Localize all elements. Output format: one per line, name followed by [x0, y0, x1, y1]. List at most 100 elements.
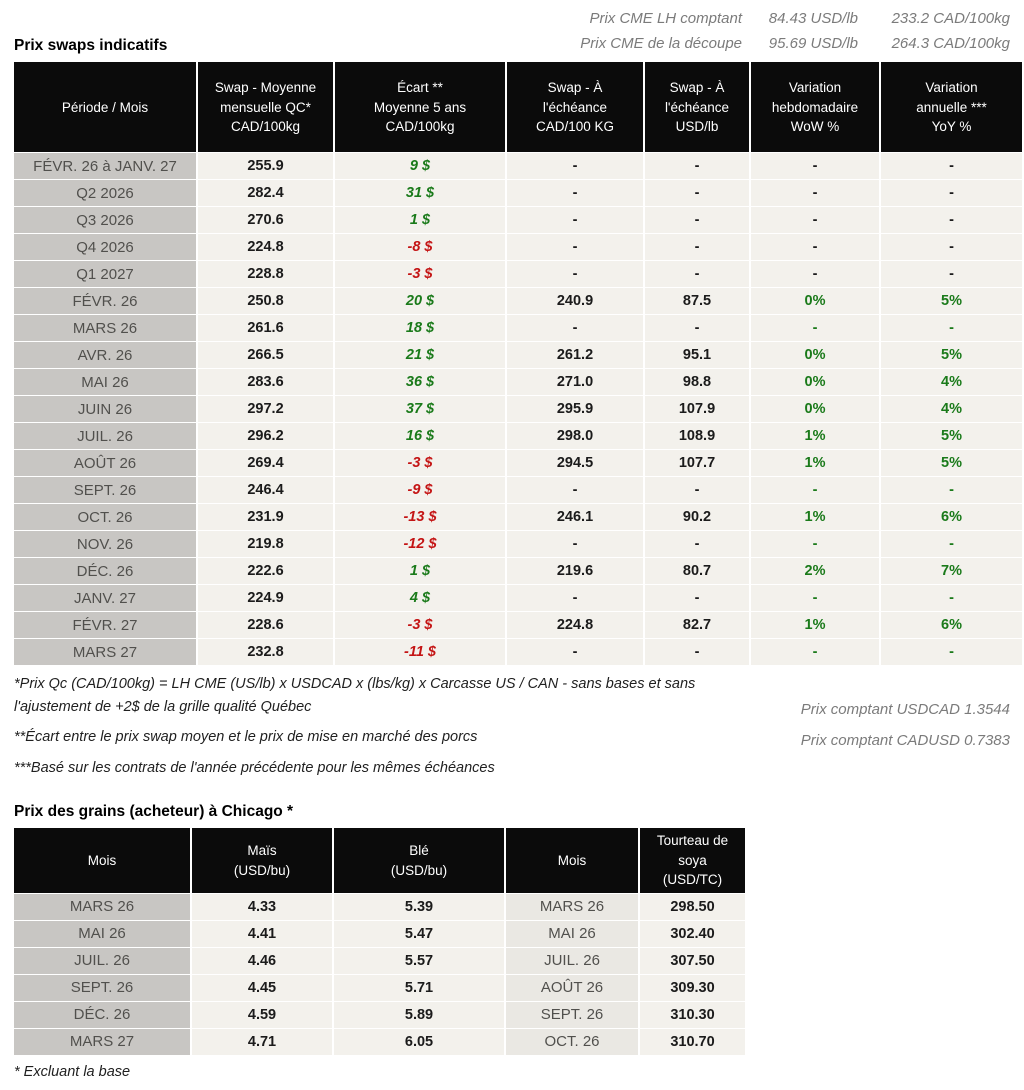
soymeal-price-cell: 310.70 — [640, 1028, 745, 1055]
maturity-usd-cell: - — [645, 639, 749, 666]
soymeal-price-cell: 307.50 — [640, 947, 745, 974]
maturity-cad-cell: 261.2 — [507, 342, 643, 369]
yoy-cell: 4% — [881, 369, 1022, 396]
period-cell: AVR. 26 — [14, 342, 196, 369]
maturity-usd-cell: 98.8 — [645, 369, 749, 396]
soymeal-price-cell: 310.30 — [640, 1001, 745, 1028]
monthly-avg-cell: 219.8 — [198, 531, 333, 558]
maturity-usd-cell: 82.7 — [645, 612, 749, 639]
wow-cell: 0% — [751, 369, 879, 396]
month-cell: SEPT. 26 — [506, 1001, 638, 1028]
monthly-avg-cell: 246.4 — [198, 477, 333, 504]
ecart-cell: 36 $ — [335, 369, 505, 396]
spot-usdcad: Prix comptant USDCAD 1.3544 — [800, 701, 1010, 719]
footnote-row-2: **Écart entre le prix swap moyen et le p… — [14, 726, 1010, 748]
spot-cadusd: Prix comptant CADUSD 0.7383 — [800, 731, 1010, 749]
monthly-avg-cell: 224.8 — [198, 234, 333, 261]
ecart-cell: -9 $ — [335, 477, 505, 504]
wow-cell: 1% — [751, 423, 879, 450]
yoy-cell: - — [881, 477, 1022, 504]
swaps-table: Période / Mois Swap - Moyenne mensuelle … — [14, 62, 1022, 666]
monthly-avg-cell: 282.4 — [198, 180, 333, 207]
ecart-cell: -12 $ — [335, 531, 505, 558]
maturity-usd-cell: - — [645, 207, 749, 234]
corn-price-cell: 4.59 — [192, 1001, 332, 1028]
monthly-avg-cell: 297.2 — [198, 396, 333, 423]
maturity-cad-cell: - — [507, 207, 643, 234]
wheat-price-cell: 5.47 — [334, 920, 504, 947]
month-cell: DÉC. 26 — [14, 1001, 190, 1028]
wow-cell: - — [751, 531, 879, 558]
period-cell: AOÛT 26 — [14, 450, 196, 477]
footnote-price-formula: *Prix Qc (CAD/100kg) = LH CME (US/lb) x … — [14, 676, 696, 715]
corn-price-cell: 4.33 — [192, 893, 332, 920]
month-cell: JUIL. 26 — [506, 947, 638, 974]
cme-spot-info: Prix CME LH comptant 84.43 USD/lb 233.2 … — [580, 6, 1010, 56]
wow-cell: - — [751, 639, 879, 666]
yoy-cell: 5% — [881, 450, 1022, 477]
yoy-cell: - — [881, 234, 1022, 261]
maturity-cad-cell: - — [507, 234, 643, 261]
swaps-section-title: Prix swaps indicatifs — [14, 37, 168, 55]
grains-section-title: Prix des grains (acheteur) à Chicago * — [14, 803, 294, 821]
monthly-avg-cell: 261.6 — [198, 315, 333, 342]
wow-cell: 1% — [751, 450, 879, 477]
grains-footnote: * Excluant la base — [14, 1063, 131, 1080]
wow-cell: 0% — [751, 342, 879, 369]
column-header-monthly-avg: Swap - Moyenne mensuelle QC* CAD/100kg — [198, 62, 333, 153]
ecart-cell: -11 $ — [335, 639, 505, 666]
monthly-avg-cell: 255.9 — [198, 153, 333, 180]
period-cell: FÉVR. 27 — [14, 612, 196, 639]
monthly-avg-cell: 283.6 — [198, 369, 333, 396]
maturity-usd-cell: 80.7 — [645, 558, 749, 585]
maturity-cad-cell: 271.0 — [507, 369, 643, 396]
footnote-row-1: *Prix Qc (CAD/100kg) = LH CME (US/lb) x … — [14, 673, 1010, 718]
cme-lh-label: Prix CME LH comptant — [589, 10, 742, 27]
monthly-avg-cell: 228.8 — [198, 261, 333, 288]
maturity-cad-cell: 295.9 — [507, 396, 643, 423]
period-cell: Q1 2027 — [14, 261, 196, 288]
maturity-cad-cell: 298.0 — [507, 423, 643, 450]
soymeal-price-cell: 302.40 — [640, 920, 745, 947]
grains-table: Mois Maïs (USD/bu) Blé (USD/bu) Mois Tou… — [14, 828, 745, 1055]
maturity-usd-cell: 87.5 — [645, 288, 749, 315]
wheat-price-cell: 5.57 — [334, 947, 504, 974]
column-header-maturity-usd: Swap - À l'échéance USD/lb — [645, 62, 749, 153]
period-cell: NOV. 26 — [14, 531, 196, 558]
period-cell: FÉVR. 26 — [14, 288, 196, 315]
ecart-cell: 37 $ — [335, 396, 505, 423]
column-header-soymeal: Tourteau de soya (USD/TC) — [640, 828, 745, 893]
column-header-wow: Variation hebdomadaire WoW % — [751, 62, 879, 153]
yoy-cell: - — [881, 315, 1022, 342]
monthly-avg-cell: 224.9 — [198, 585, 333, 612]
monthly-avg-cell: 231.9 — [198, 504, 333, 531]
period-cell: MARS 27 — [14, 639, 196, 666]
wheat-price-cell: 5.89 — [334, 1001, 504, 1028]
maturity-usd-cell: - — [645, 261, 749, 288]
period-cell: MARS 26 — [14, 315, 196, 342]
ecart-cell: -3 $ — [335, 261, 505, 288]
maturity-usd-cell: - — [645, 180, 749, 207]
maturity-cad-cell: 240.9 — [507, 288, 643, 315]
yoy-cell: - — [881, 180, 1022, 207]
maturity-usd-cell: - — [645, 531, 749, 558]
maturity-cad-cell: - — [507, 585, 643, 612]
report-header: Prix swaps indicatifs Prix CME LH compta… — [14, 6, 1010, 56]
period-cell: FÉVR. 26 à JANV. 27 — [14, 153, 196, 180]
soymeal-price-cell: 298.50 — [640, 893, 745, 920]
wow-cell: - — [751, 153, 879, 180]
month-cell: MARS 26 — [506, 893, 638, 920]
monthly-avg-cell: 250.8 — [198, 288, 333, 315]
cme-lh-cad-value: 233.2 CAD/100kg — [891, 10, 1010, 27]
ecart-cell: -3 $ — [335, 612, 505, 639]
yoy-cell: - — [881, 531, 1022, 558]
ecart-cell: 1 $ — [335, 207, 505, 234]
maturity-usd-cell: 108.9 — [645, 423, 749, 450]
maturity-cad-cell: - — [507, 153, 643, 180]
ecart-cell: 16 $ — [335, 423, 505, 450]
wheat-price-cell: 5.39 — [334, 893, 504, 920]
maturity-cad-cell: - — [507, 639, 643, 666]
corn-price-cell: 4.71 — [192, 1028, 332, 1055]
cme-lh-line: Prix CME LH comptant 84.43 USD/lb 233.2 … — [580, 6, 1010, 31]
